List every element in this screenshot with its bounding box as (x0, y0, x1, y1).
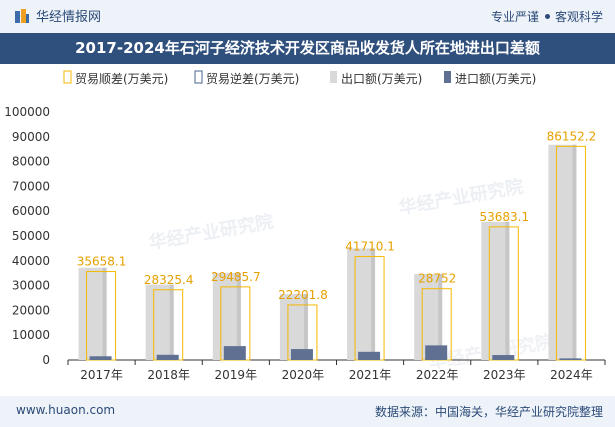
export-bar-edge (236, 272, 241, 360)
legend-swatch-3 (444, 71, 451, 83)
export-bar (212, 272, 241, 360)
tagline-right: 客观科学 (554, 10, 603, 24)
export-bar-edge (438, 273, 443, 360)
y-tick-label-9: 90000 (12, 130, 50, 144)
export-bar-edge (303, 294, 308, 360)
data-label: 53683.1 (480, 210, 530, 224)
y-tick-label-0: 0 (42, 353, 50, 367)
import-bar (492, 355, 515, 360)
export-bar-edge (505, 221, 510, 360)
y-tick-label-10: 100000 (4, 105, 50, 119)
brand-name: 华经情报网 (36, 10, 102, 25)
tagline: 专业严谨 客观科学 (491, 8, 603, 25)
footer-source: 数据来源：中国海关，华经产业研究院整理 (374, 405, 603, 419)
legend-label-0: 贸易顺差(万美元) (75, 72, 168, 86)
y-tick-label-1: 10000 (12, 328, 50, 342)
bullet-dot-icon (544, 14, 550, 19)
x-tick-label: 2018年 (147, 368, 190, 382)
legend-label-3: 进口额(万美元) (455, 72, 536, 86)
y-tick-label-5: 50000 (12, 229, 50, 243)
import-bar (358, 351, 381, 360)
legend-swatch-2 (330, 71, 337, 83)
header-bar: 华经情报网 专业严谨 客观科学 (0, 0, 615, 33)
watermark-0: 华经产业研究院 (147, 210, 275, 254)
export-bar (347, 248, 376, 360)
footer-bar: www.huaon.com 数据来源：中国海关，华经产业研究院整理 (0, 396, 615, 427)
import-bar (425, 345, 448, 360)
y-tick-label-4: 40000 (12, 254, 50, 268)
import-bar (559, 358, 582, 360)
x-tick-label: 2020年 (282, 368, 325, 382)
tagline-left: 专业严谨 (490, 10, 539, 24)
x-tick-label: 2023年 (483, 368, 526, 382)
export-bar-edge (102, 267, 107, 360)
legend-swatch-0 (63, 70, 72, 84)
y-tick-label-8: 80000 (12, 155, 50, 169)
import-bar (223, 346, 246, 360)
data-label: 28752 (418, 272, 456, 286)
export-bar (145, 284, 174, 360)
huajing-logo-icon (15, 8, 29, 23)
legend-label-2: 出口额(万美元) (341, 72, 422, 86)
legend-label-1: 贸易逆差(万美元) (206, 71, 299, 86)
x-tick-label: 2022年 (416, 368, 459, 382)
footer-site: www.huaon.com (16, 403, 116, 417)
export-bar (78, 267, 107, 360)
data-label: 35658.1 (77, 255, 127, 269)
export-bar (548, 144, 577, 360)
export-bar-edge (169, 284, 174, 360)
x-tick-label: 2021年 (349, 368, 392, 382)
x-tick-label: 2019年 (215, 368, 258, 382)
data-label: 41710.1 (345, 240, 395, 254)
x-tick-label: 2017年 (80, 368, 123, 382)
chart-title: 2017-2024年石河子经济技术开发区商品收发货人所在地进出口差额 (0, 33, 615, 64)
brand: 华经情报网 (14, 6, 101, 25)
import-bar (89, 356, 112, 360)
chart-area: 华经产业研究院华经产业研究院华经产业研究院贸易顺差(万美元)贸易逆差(万美元)出… (4, 70, 606, 382)
import-bar (156, 354, 179, 360)
y-tick-label-6: 60000 (12, 204, 50, 218)
data-label: 28325.4 (144, 273, 194, 287)
data-label: 86152.2 (547, 129, 597, 143)
x-tick-label: 2024年 (550, 368, 593, 382)
legend-swatch-1 (194, 70, 203, 84)
export-bar-edge (572, 144, 577, 360)
y-tick-label-7: 70000 (12, 179, 50, 193)
data-label: 22201.8 (278, 288, 328, 302)
y-tick-label-3: 30000 (12, 279, 50, 293)
y-tick-label-2: 20000 (12, 303, 50, 317)
data-label: 29485.7 (211, 270, 261, 284)
import-bar (290, 349, 313, 360)
export-bar (481, 221, 510, 360)
export-bar-edge (371, 248, 376, 360)
